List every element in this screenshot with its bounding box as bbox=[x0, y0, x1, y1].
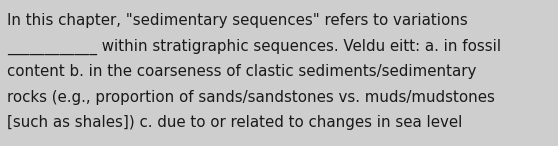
Text: In this chapter, "sedimentary sequences" refers to variations: In this chapter, "sedimentary sequences"… bbox=[7, 13, 468, 28]
Text: rocks (e.g., proportion of sands/sandstones vs. muds/mudstones: rocks (e.g., proportion of sands/sandsto… bbox=[7, 90, 494, 105]
Text: [such as shales]) c. due to or related to changes in sea level: [such as shales]) c. due to or related t… bbox=[7, 115, 462, 130]
Text: ____________ within stratigraphic sequences. Veldu eitt: a. in fossil: ____________ within stratigraphic sequen… bbox=[7, 39, 501, 55]
Text: content b. in the coarseness of clastic sediments/sedimentary: content b. in the coarseness of clastic … bbox=[7, 64, 476, 79]
